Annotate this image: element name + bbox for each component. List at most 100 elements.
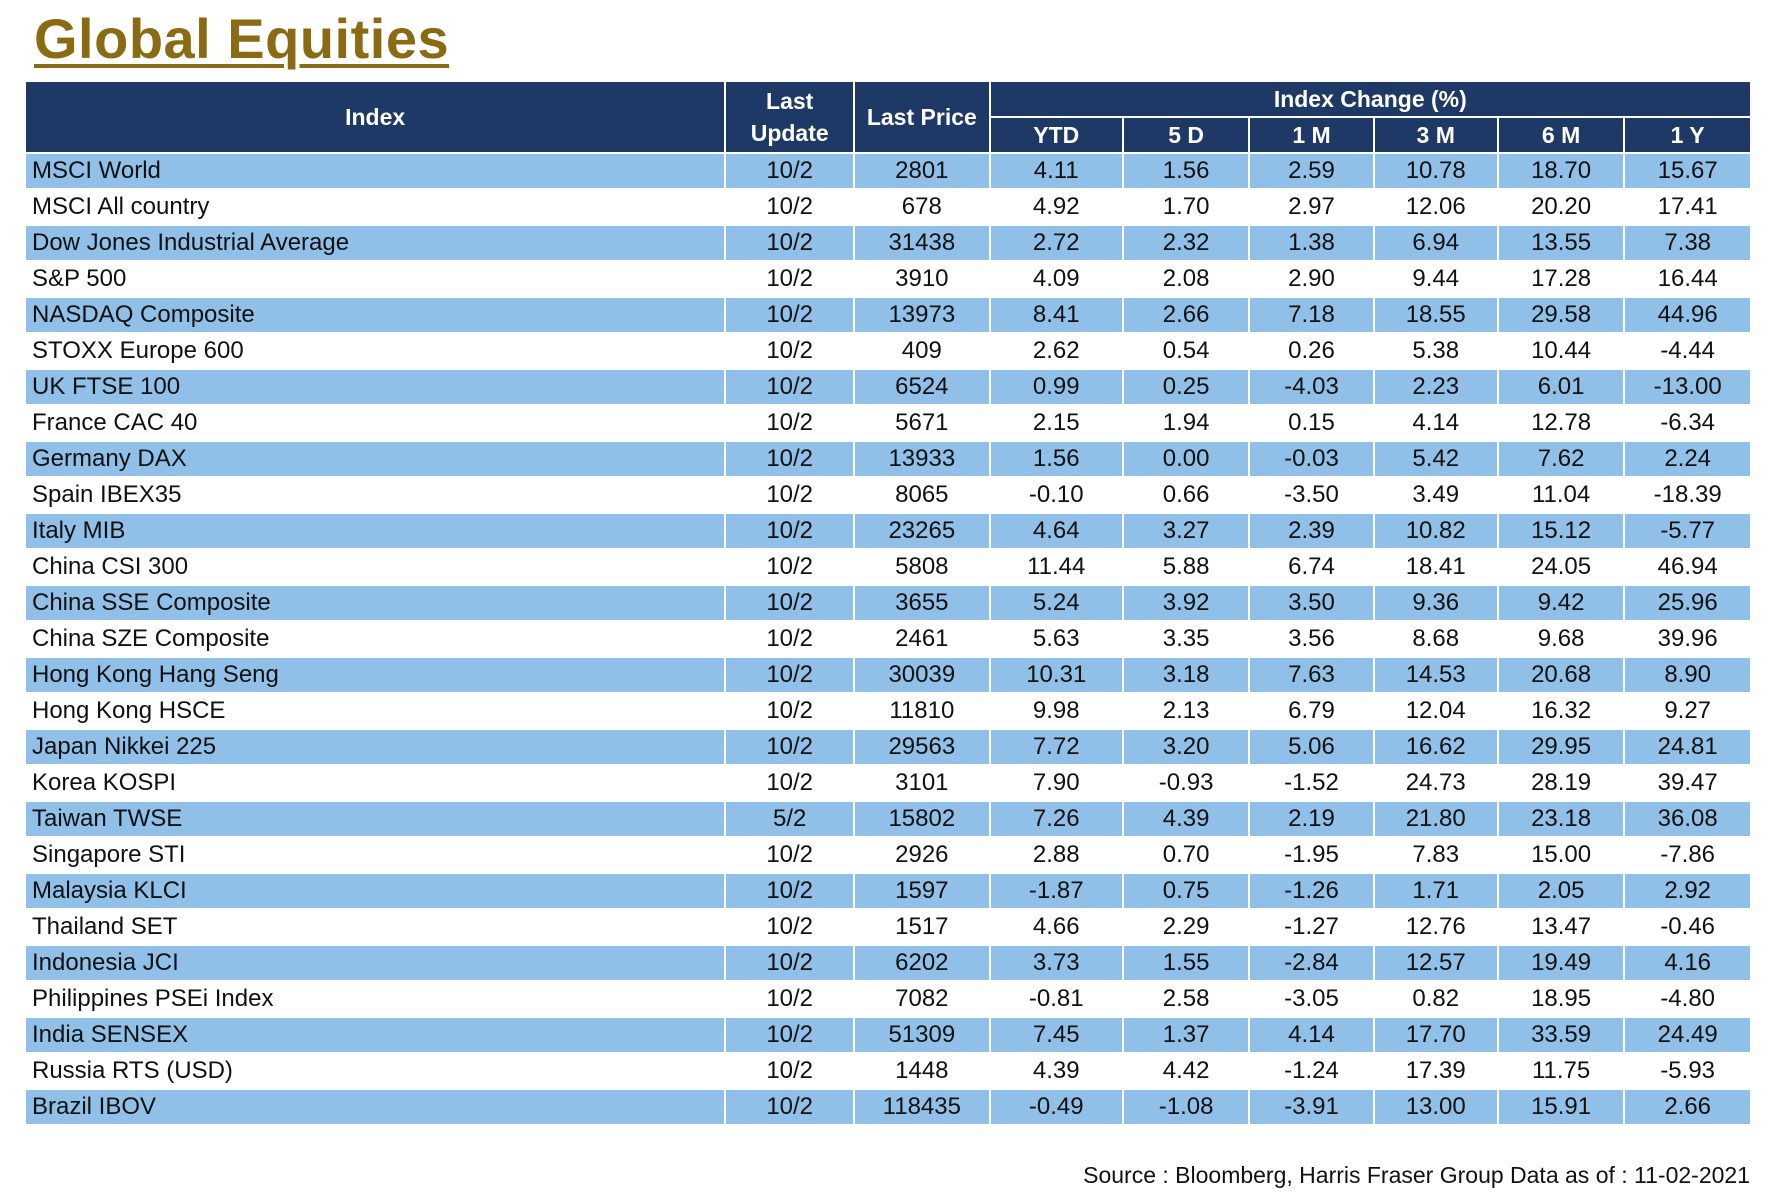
last-price: 2801 <box>853 152 991 190</box>
ytd-change: 4.64 <box>988 512 1124 550</box>
1m-change: -1.24 <box>1248 1052 1375 1090</box>
ytd-change: -0.49 <box>988 1088 1124 1126</box>
6m-change: 15.00 <box>1496 836 1626 874</box>
table-row: Japan Nikkei 225 10/2 29563 7.72 3.20 5.06 16.… <box>23 728 1752 766</box>
6m-change: 16.32 <box>1496 692 1626 730</box>
1m-change: 3.50 <box>1248 584 1375 622</box>
last-update: 10/2 <box>724 296 856 334</box>
5d-change: 2.13 <box>1121 692 1251 730</box>
ytd-change: 2.62 <box>988 332 1124 370</box>
index-name: Spain IBEX35 <box>23 476 727 514</box>
6m-change: 20.20 <box>1496 188 1626 226</box>
5d-change: 3.18 <box>1121 656 1251 694</box>
index-name: Thailand SET <box>23 908 727 946</box>
last-price: 3655 <box>853 584 991 622</box>
index-name: India SENSEX <box>23 1016 727 1054</box>
last-price: 23265 <box>853 512 991 550</box>
1m-change: 0.15 <box>1248 404 1375 442</box>
5d-change: 3.27 <box>1121 512 1251 550</box>
ytd-change: 1.56 <box>988 440 1124 478</box>
1m-change: 2.97 <box>1248 188 1375 226</box>
ytd-change: 4.39 <box>988 1052 1124 1090</box>
last-update: 10/2 <box>724 1016 856 1054</box>
last-update: 10/2 <box>724 692 856 730</box>
3m-change: 13.00 <box>1372 1088 1499 1126</box>
table-row: Singapore STI 10/2 2926 2.88 0.70 -1.95 7.83 15… <box>23 836 1752 874</box>
ytd-change: 5.24 <box>988 584 1124 622</box>
5d-change: 2.58 <box>1121 980 1251 1018</box>
header-last-price: Last Price <box>853 80 991 154</box>
index-name: S&P 500 <box>23 260 727 298</box>
last-price: 11810 <box>853 692 991 730</box>
1m-change: 1.38 <box>1248 224 1375 262</box>
3m-change: 12.57 <box>1372 944 1499 982</box>
3m-change: 9.44 <box>1372 260 1499 298</box>
5d-change: -0.93 <box>1121 764 1251 802</box>
1m-change: -1.27 <box>1248 908 1375 946</box>
last-price: 8065 <box>853 476 991 514</box>
1y-change: 8.90 <box>1623 656 1752 694</box>
table-row: India SENSEX 10/2 51309 7.45 1.37 4.14 17.70 33… <box>23 1016 1752 1054</box>
last-price: 13933 <box>853 440 991 478</box>
table-row: China CSI 300 10/2 5808 11.44 5.88 6.74 18.41 2… <box>23 548 1752 586</box>
last-update: 10/2 <box>724 872 856 910</box>
1m-change: 6.74 <box>1248 548 1375 586</box>
1m-change: -1.95 <box>1248 836 1375 874</box>
3m-change: 17.70 <box>1372 1016 1499 1054</box>
table-row: China SSE Composite 10/2 3655 5.24 3.92 3.50 9… <box>23 584 1752 622</box>
5d-change: -1.08 <box>1121 1088 1251 1126</box>
header-1m: 1 M <box>1248 116 1375 154</box>
6m-change: 20.68 <box>1496 656 1626 694</box>
5d-change: 1.56 <box>1121 152 1251 190</box>
table-row: Thailand SET 10/2 1517 4.66 2.29 -1.27 12.76 13… <box>23 908 1752 946</box>
ytd-change: 2.72 <box>988 224 1124 262</box>
table-row: NASDAQ Composite 10/2 13973 8.41 2.66 7.18 18.… <box>23 296 1752 334</box>
table-row: Russia RTS (USD) 10/2 1448 4.39 4.42 -1.24 17.… <box>23 1052 1752 1090</box>
3m-change: 17.39 <box>1372 1052 1499 1090</box>
last-update: 10/2 <box>724 512 856 550</box>
1y-change: 2.24 <box>1623 440 1752 478</box>
6m-change: 11.75 <box>1496 1052 1626 1090</box>
index-name: NASDAQ Composite <box>23 296 727 334</box>
1y-change: -0.46 <box>1623 908 1752 946</box>
ytd-change: 4.09 <box>988 260 1124 298</box>
1y-change: 16.44 <box>1623 260 1752 298</box>
header-ytd: YTD <box>988 116 1124 154</box>
6m-change: 7.62 <box>1496 440 1626 478</box>
5d-change: 0.00 <box>1121 440 1251 478</box>
last-price: 1597 <box>853 872 991 910</box>
1y-change: 2.66 <box>1623 1088 1752 1126</box>
1m-change: -3.50 <box>1248 476 1375 514</box>
last-update: 10/2 <box>724 908 856 946</box>
1m-change: 5.06 <box>1248 728 1375 766</box>
last-price: 2461 <box>853 620 991 658</box>
1m-change: -0.03 <box>1248 440 1375 478</box>
equities-table: Index Last Update Last Price Index Chang… <box>23 80 1753 1126</box>
last-update: 10/2 <box>724 476 856 514</box>
ytd-change: 11.44 <box>988 548 1124 586</box>
index-name: Dow Jones Industrial Average <box>23 224 727 262</box>
index-name: China SSE Composite <box>23 584 727 622</box>
table-body: MSCI World 10/2 2801 4.11 1.56 2.59 10.78 18.70… <box>23 152 1752 1126</box>
ytd-change: 7.90 <box>988 764 1124 802</box>
5d-change: 3.92 <box>1121 584 1251 622</box>
1m-change: 2.90 <box>1248 260 1375 298</box>
5d-change: 1.55 <box>1121 944 1251 982</box>
6m-change: 15.12 <box>1496 512 1626 550</box>
1y-change: 7.38 <box>1623 224 1752 262</box>
last-update: 10/2 <box>724 944 856 982</box>
1m-change: 2.59 <box>1248 152 1375 190</box>
ytd-change: 9.98 <box>988 692 1124 730</box>
table-row: Germany DAX 10/2 13933 1.56 0.00 -0.03 5.42 7.6… <box>23 440 1752 478</box>
5d-change: 0.75 <box>1121 872 1251 910</box>
1m-change: 3.56 <box>1248 620 1375 658</box>
last-price: 1517 <box>853 908 991 946</box>
3m-change: 12.04 <box>1372 692 1499 730</box>
ytd-change: 2.15 <box>988 404 1124 442</box>
table-row: Malaysia KLCI 10/2 1597 -1.87 0.75 -1.26 1.71 2… <box>23 872 1752 910</box>
5d-change: 3.20 <box>1121 728 1251 766</box>
3m-change: 9.36 <box>1372 584 1499 622</box>
1m-change: -1.52 <box>1248 764 1375 802</box>
1y-change: 4.16 <box>1623 944 1752 982</box>
5d-change: 0.54 <box>1121 332 1251 370</box>
